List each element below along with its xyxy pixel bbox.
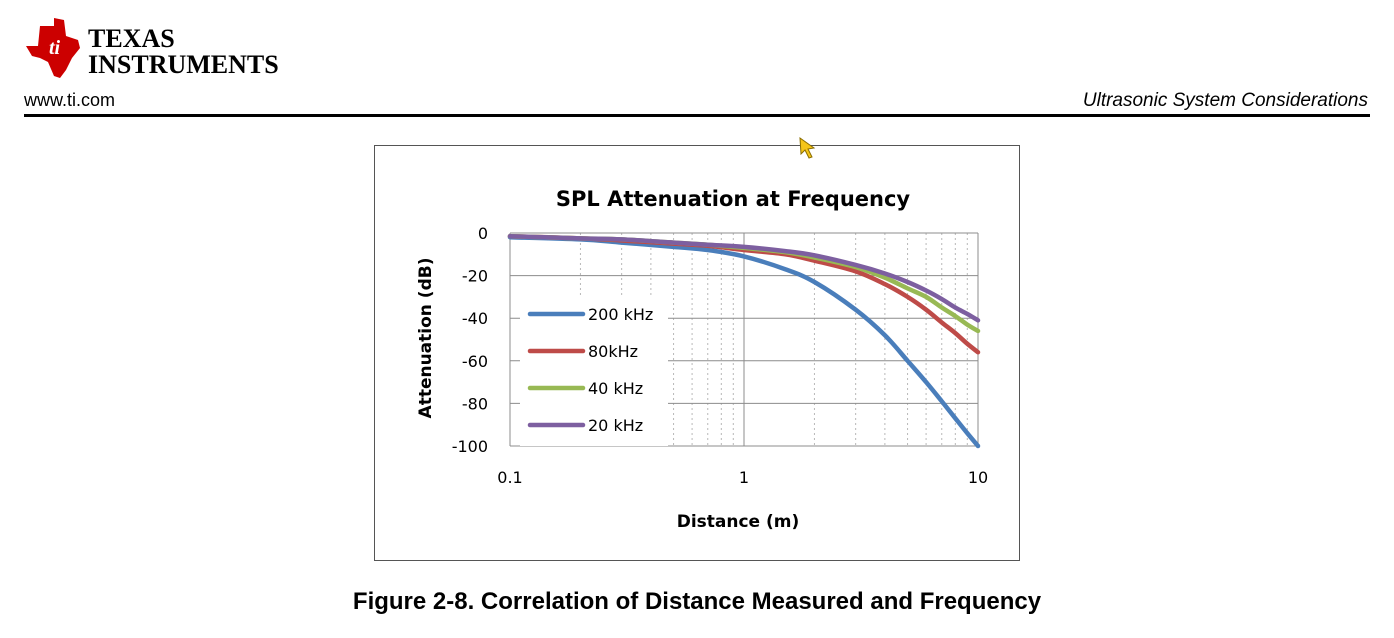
legend-label: 80kHz <box>588 342 638 361</box>
chart-frame: 0 -20 -40 -60 -80 -100 0.1 1 10 200 kHz 80kHz 40 k… <box>374 145 1020 561</box>
legend-label: 20 kHz <box>588 416 643 435</box>
x-tick-label: 10 <box>968 468 988 487</box>
ti-logo: ti <box>26 18 80 78</box>
grid-layer <box>509 232 979 447</box>
y-tick-label: -100 <box>452 437 488 456</box>
x-tick-label: 1 <box>739 468 749 487</box>
axis-labels-layer: 0 -20 -40 -60 -80 -100 0.1 1 10 <box>452 224 988 487</box>
x-axis-label: Distance (m) <box>677 512 800 532</box>
logo-wordmark: TEXAS INSTRUMENTS <box>88 26 279 78</box>
site-url[interactable]: www.ti.com <box>24 90 116 110</box>
series-line-3 <box>507 233 981 323</box>
x-tick-label: 0.1 <box>497 468 522 487</box>
legend-label: 40 kHz <box>588 379 643 398</box>
svg-text:ti: ti <box>49 37 61 59</box>
series-line-0 <box>507 235 981 449</box>
legend-label: 200 kHz <box>588 305 653 324</box>
chart-title: SPL Attenuation at Frequency <box>556 187 911 211</box>
y-tick-label: -40 <box>462 309 488 328</box>
mouse-pointer-icon <box>799 136 816 159</box>
y-tick-label: -80 <box>462 394 488 413</box>
legend-layer: 200 kHz 80kHz 40 kHz 20 kHz <box>520 298 668 446</box>
section-title: Ultrasonic System Considerations <box>1082 90 1368 111</box>
series-layer <box>507 233 981 449</box>
header-rule <box>24 114 1370 117</box>
y-axis-label: Attenuation (dB) <box>416 258 436 419</box>
logo-line1: TEXAS <box>88 24 175 53</box>
y-tick-label: -60 <box>462 352 488 371</box>
figure-caption: Figure 2-8. Correlation of Distance Meas… <box>352 588 1042 615</box>
y-tick-label: 0 <box>478 224 488 243</box>
attenuation-chart: 0 -20 -40 -60 -80 -100 0.1 1 10 200 kHz 80kHz 40 k… <box>416 187 988 532</box>
y-tick-label: -20 <box>462 267 488 286</box>
legend-box <box>520 298 668 446</box>
logo-line2: INSTRUMENTS <box>88 50 279 79</box>
texas-state-icon <box>26 18 80 78</box>
